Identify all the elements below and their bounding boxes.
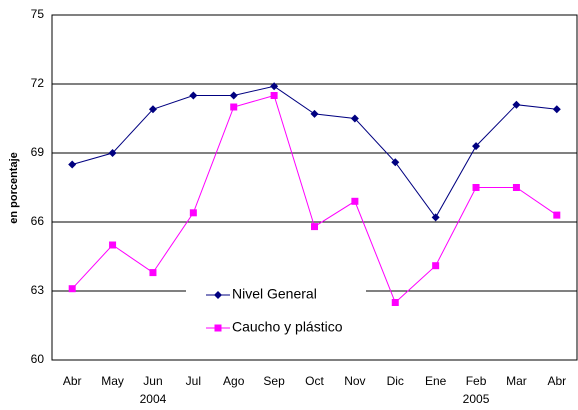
x-tick-label: Mar	[506, 374, 527, 388]
y-tick-label: 66	[31, 214, 45, 228]
x-tick-label: Sep	[263, 374, 285, 388]
point	[68, 160, 77, 169]
x-tick-label: Oct	[305, 374, 324, 388]
point	[391, 158, 400, 167]
y-tick-label: 75	[31, 7, 45, 21]
x-tick-label: Ene	[425, 374, 447, 388]
y-tick-label: 72	[31, 76, 45, 90]
x-tick-label: Jul	[186, 374, 201, 388]
x-tick-label: Dic	[387, 374, 404, 388]
x-tick-label: Feb	[466, 374, 487, 388]
series-line	[72, 85, 557, 219]
point	[472, 142, 481, 151]
y-tick-label: 60	[31, 352, 45, 366]
x-tick-label: Abr	[63, 374, 82, 388]
point	[310, 109, 319, 118]
point	[230, 103, 238, 111]
year-label: 2004	[140, 392, 167, 406]
x-tick-label: Jun	[143, 374, 162, 388]
legend-label: Caucho y plástico	[232, 319, 343, 335]
point	[148, 105, 157, 114]
legend-marker	[214, 324, 222, 332]
x-tick-label: Nov	[344, 374, 365, 388]
legend-marker	[214, 291, 222, 299]
legend-box	[186, 278, 366, 346]
point	[109, 241, 117, 249]
point	[552, 105, 561, 114]
point	[432, 262, 440, 270]
y-tick-label: 63	[31, 283, 45, 297]
point	[512, 100, 521, 109]
y-tick-label: 69	[31, 145, 45, 159]
point	[270, 82, 279, 91]
plot-border	[51, 14, 578, 361]
point	[189, 209, 197, 217]
point	[391, 299, 399, 306]
x-tick-label: Abr	[547, 374, 566, 388]
series-line	[71, 94, 558, 304]
legend-label: Nivel General	[232, 286, 317, 302]
point	[431, 213, 440, 222]
point	[270, 92, 278, 99]
point	[108, 149, 117, 157]
point	[351, 197, 359, 205]
point	[512, 184, 520, 191]
y-axis-label: en porcentaje	[8, 152, 20, 224]
point	[68, 285, 76, 293]
point	[311, 223, 318, 231]
point	[553, 211, 561, 219]
x-tick-label: May	[101, 374, 124, 388]
x-tick-label: Ago	[223, 374, 245, 388]
point	[229, 91, 238, 100]
point	[149, 269, 157, 277]
point	[350, 114, 359, 123]
point	[189, 91, 198, 100]
point	[472, 184, 480, 191]
year-label: 2005	[463, 392, 490, 406]
